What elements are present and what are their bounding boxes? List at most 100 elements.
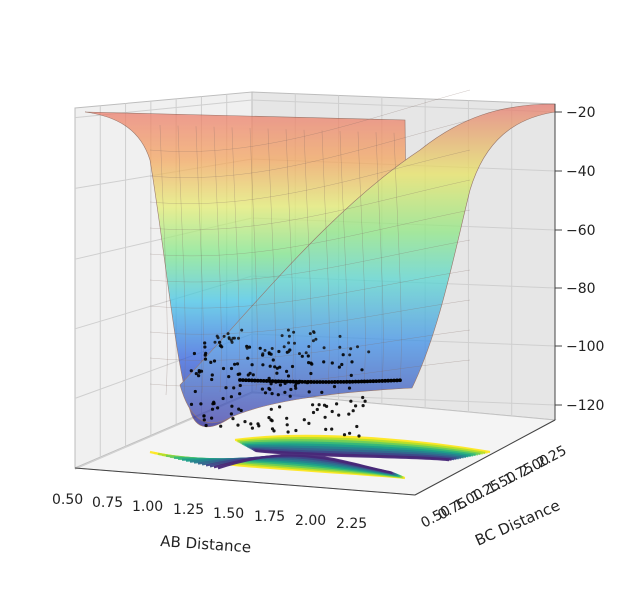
mesh-line [321, 130, 330, 387]
trajectory-point [268, 364, 272, 368]
trajectory-point [229, 412, 233, 416]
trajectory-point [210, 373, 214, 377]
trajectory-point [272, 429, 276, 433]
trajectory-point [267, 376, 271, 380]
trajectory-point [300, 354, 304, 358]
trajectory-point [204, 351, 208, 355]
trajectory-point [248, 371, 252, 375]
trajectory-point [312, 330, 315, 334]
mesh-line [357, 131, 366, 385]
trajectory-point [222, 334, 226, 338]
x-tick-label: 0.50 [52, 492, 83, 508]
trajectory-point [355, 424, 359, 429]
trajectory-point [238, 383, 242, 388]
trajectory-points [189, 328, 402, 438]
trajectory-point [392, 378, 396, 383]
trajectory-point [237, 407, 241, 411]
trajectory-point [341, 379, 346, 384]
z-tick-label: −120 [566, 398, 604, 414]
trajectory-point [229, 395, 233, 399]
trajectory-point [311, 339, 315, 343]
z-tick-label: −40 [566, 164, 596, 180]
trajectory-point [361, 404, 365, 408]
trajectory-point [270, 347, 274, 350]
z-tick-labels: −20 −40 −60 −80 −100 −120 [555, 105, 604, 414]
trajectory-point [285, 369, 289, 373]
trajectory-point [321, 380, 325, 384]
trajectory-point [282, 345, 286, 349]
trajectory-point [335, 402, 339, 406]
x-tick-labels: 0.50 0.75 1.00 1.25 1.50 1.75 2.00 2.25 [52, 492, 367, 532]
trajectory-point [278, 405, 282, 409]
trajectory-point [298, 352, 301, 356]
trajectory-point [203, 357, 208, 361]
trajectory-point [197, 369, 201, 373]
trajectory-point [337, 365, 341, 369]
trajectory-point [360, 379, 364, 383]
trajectory-point [260, 387, 264, 391]
trajectory-point [349, 347, 353, 351]
trajectory-point [249, 422, 253, 426]
trajectory-point [189, 369, 193, 373]
trajectory-point [356, 345, 359, 349]
trajectory-point [341, 353, 345, 357]
trajectory-point [270, 379, 275, 384]
trajectory-point [377, 379, 382, 383]
mesh-line [231, 127, 240, 392]
trajectory-point [309, 380, 314, 384]
trajectory-point [210, 416, 214, 420]
trajectory-point [293, 341, 296, 345]
trajectory-point [279, 379, 284, 384]
trajectory-point [338, 345, 342, 349]
trajectory-point [360, 368, 364, 372]
trajectory-point [362, 379, 367, 384]
trajectory-point [209, 360, 213, 364]
mesh-line [149, 179, 471, 230]
trajectory-point [261, 378, 266, 383]
mesh-line [339, 130, 348, 386]
trajectory-point [383, 378, 388, 383]
trajectory-point [320, 390, 324, 394]
trajectory-point [288, 394, 292, 398]
trajectory-point [236, 423, 240, 427]
x-tick-label: 1.75 [254, 509, 285, 525]
trajectory-point [380, 379, 385, 383]
trajectory-point [292, 330, 296, 334]
trajectory-point [278, 365, 282, 369]
trajectory-point [348, 431, 352, 435]
trajectory-point [269, 407, 273, 411]
trajectory-point [363, 399, 367, 403]
trajectory-point [356, 379, 361, 384]
mesh-line [267, 128, 276, 390]
trajectory-point [338, 334, 342, 338]
x-tick-label: 1.50 [213, 506, 244, 522]
trajectory-point [221, 396, 225, 401]
trajectory-point [192, 351, 196, 356]
trajectory-point [285, 379, 290, 384]
trajectory-point [269, 382, 273, 386]
trajectory-point [293, 384, 297, 388]
trajectory-point [389, 378, 394, 383]
trajectory-point [287, 341, 291, 345]
trajectory-point [244, 378, 248, 383]
trajectory-point [307, 361, 311, 365]
trajectory-point [267, 386, 271, 391]
trajectory-point [210, 407, 215, 411]
trajectory-point [269, 418, 273, 422]
trajectory-point [199, 402, 203, 406]
trajectory-point [335, 380, 340, 384]
trajectory-point [233, 362, 237, 366]
trajectory-point [255, 378, 260, 383]
trajectory-point [323, 415, 327, 419]
mesh-line [213, 126, 222, 393]
mesh-line [149, 299, 471, 335]
trajectory-point [329, 380, 334, 384]
trajectory-point [261, 352, 265, 356]
trajectory-point [354, 404, 358, 408]
trajectory-point [261, 363, 265, 367]
trajectory-point [322, 403, 327, 407]
trajectory-point [283, 381, 287, 385]
trajectory-point [311, 410, 316, 415]
